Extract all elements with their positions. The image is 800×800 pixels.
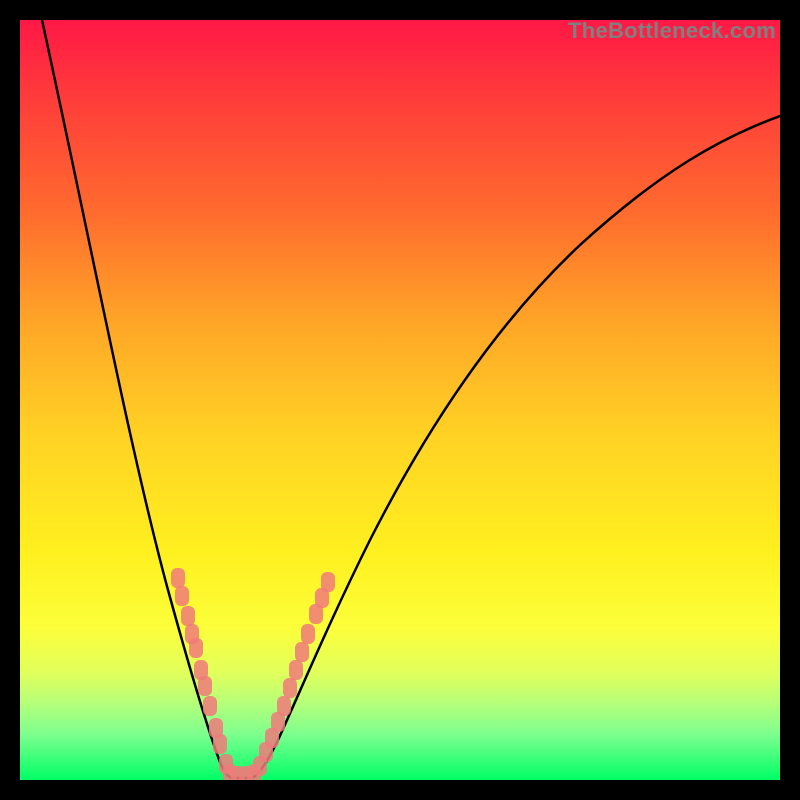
data-marker [277,696,291,716]
data-marker [295,642,309,662]
data-marker [171,568,185,588]
data-marker [213,734,227,754]
data-marker [321,572,335,592]
data-marker [301,624,315,644]
curve-group [42,20,780,778]
curve-layer [20,20,780,780]
data-marker [181,606,195,626]
data-marker [289,660,303,680]
curve-right_branch [252,116,780,778]
data-marker [198,676,212,696]
marker-group [171,568,335,780]
data-marker [203,696,217,716]
chart-frame: TheBottleneck.com [0,0,800,800]
data-marker [189,638,203,658]
data-marker [283,678,297,698]
plot-area: TheBottleneck.com [20,20,780,780]
watermark-text: TheBottleneck.com [568,18,776,44]
data-marker [175,586,189,606]
